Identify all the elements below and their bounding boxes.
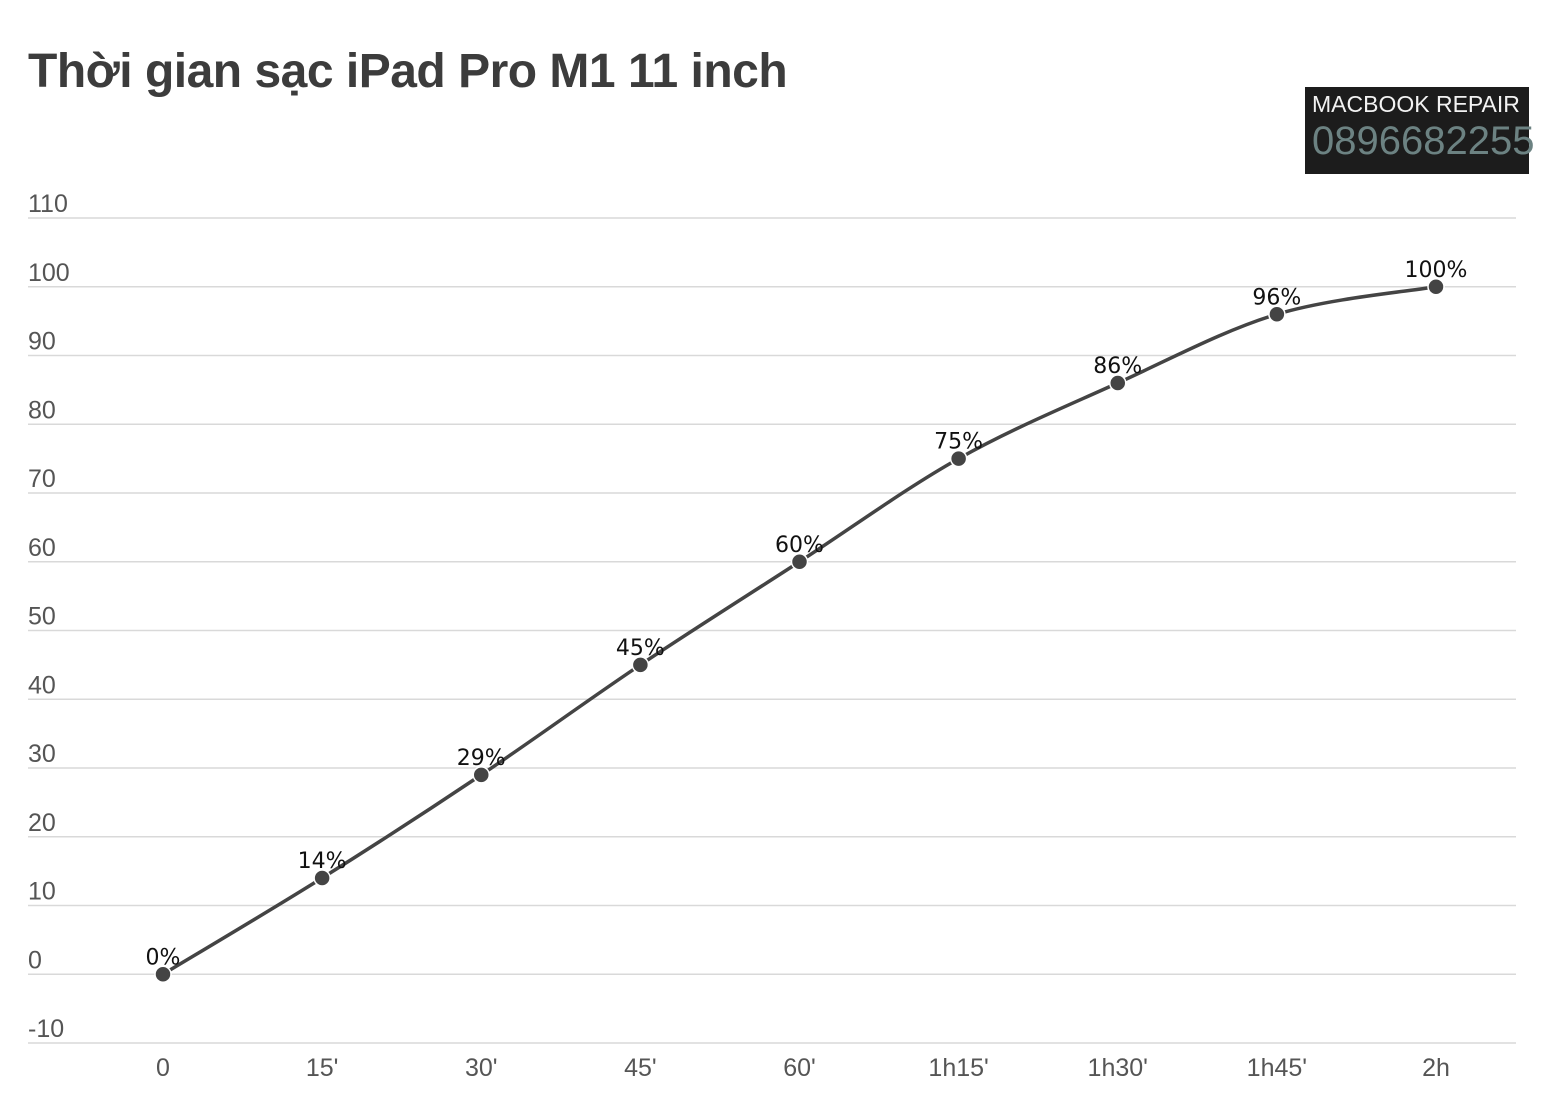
data-point (1109, 374, 1127, 392)
chart-title: Thời gian sạc iPad Pro M1 11 inch (28, 45, 788, 98)
data-point (154, 965, 172, 983)
data-label: 100% (1405, 258, 1468, 283)
data-points (154, 278, 1445, 983)
x-tick-label: 60' (783, 1054, 816, 1082)
data-point (1268, 305, 1286, 323)
y-tick-label: 110 (28, 190, 68, 218)
grid-lines (28, 217, 1516, 1044)
x-tick-label: 15' (306, 1054, 339, 1082)
data-label: 86% (1093, 354, 1142, 379)
watermark-phone: 0896682255 (1312, 119, 1535, 164)
y-tick-label: 30 (28, 740, 56, 768)
x-tick-label: 1h30' (1088, 1054, 1148, 1082)
data-label: 96% (1252, 285, 1301, 310)
data-label: 14% (298, 849, 347, 874)
data-point (472, 766, 490, 784)
data-point (631, 656, 650, 674)
data-point (790, 553, 809, 571)
y-tick-label: 0 (28, 946, 42, 974)
x-tick-label: 45' (624, 1054, 657, 1082)
x-tick-label: 1h15' (928, 1054, 988, 1082)
watermark-badge: MACBOOK REPAIR 0896682255 (1305, 87, 1535, 174)
x-tick-label: 2h (1422, 1054, 1450, 1082)
data-label: 0% (146, 945, 181, 970)
data-point (1427, 278, 1445, 296)
y-tick-label: 60 (28, 534, 56, 562)
data-point (949, 449, 968, 468)
y-tick-label: 100 (28, 259, 70, 287)
data-label: 45% (616, 636, 665, 661)
x-tick-label: 1h45' (1247, 1054, 1307, 1082)
x-tick-label: 0 (156, 1054, 170, 1082)
y-tick-label: 70 (28, 465, 56, 493)
data-label: 75% (934, 430, 983, 455)
data-label: 60% (775, 533, 824, 558)
data-label: 29% (457, 746, 506, 771)
y-tick-label: 80 (28, 396, 56, 424)
data-point (313, 869, 331, 887)
data-labels: 0% 14% 29% 45% 60% 75% 86% 96% 100% (146, 258, 1468, 971)
y-tick-label: 20 (28, 809, 56, 837)
y-tick-label: 50 (28, 603, 56, 631)
y-tick-label: 40 (28, 671, 56, 699)
y-tick-label: -10 (28, 1015, 64, 1043)
y-tick-label: 90 (28, 328, 56, 356)
watermark-brand: MACBOOK REPAIR (1312, 91, 1520, 117)
x-tick-label: 30' (465, 1054, 498, 1082)
y-tick-label: 10 (28, 878, 56, 906)
x-axis-ticks: 0 15' 30' 45' 60' 1h15' 1h30' 1h45' 2h (156, 1054, 1450, 1082)
